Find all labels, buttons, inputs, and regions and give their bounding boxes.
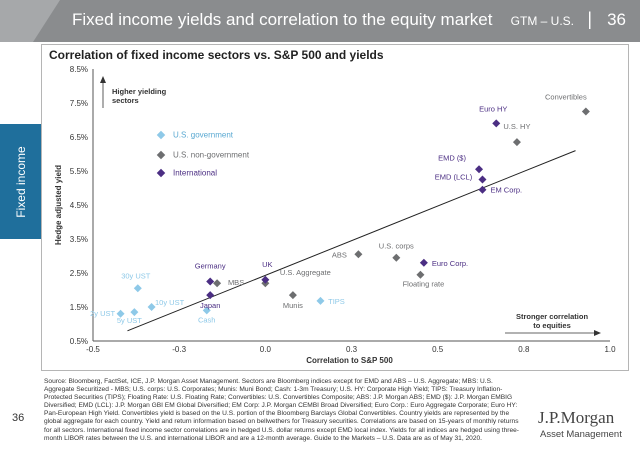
logo-subtitle: Asset Management [540,429,622,440]
point-label-30y-ust: 30y UST [121,271,151,280]
point-euro-corp [419,258,428,267]
point-label-munis: Munis [283,301,303,310]
legend-label-international: International [173,168,218,178]
legend-item-international: International [156,168,218,180]
page-title: Fixed income yields and correlation to t… [72,10,493,29]
point-2y-ust [116,309,125,318]
y-tick-label: 0.5% [70,337,88,346]
legend-label-us-government: U.S. government [173,130,234,140]
legend-item-us-non-government: U.S. non-government [156,150,250,162]
point-u-s-hy [512,138,521,147]
point-label-floating-rate: Floating rate [403,280,445,289]
y-axis-title: Hedge adjusted yield [54,165,63,245]
point-emd-lcl [478,175,487,184]
point-germany [206,277,215,286]
point-mbs [213,279,222,288]
x-tick-label: 0.3 [346,345,358,354]
legend-marker-international [156,168,166,178]
annotation-stronger-correlation: Stronger correlation [516,312,589,321]
point-euro-hy [492,119,501,128]
point-label-germany: Germany [195,262,226,271]
x-tick-label: -0.5 [86,345,100,354]
point-tips [316,296,325,305]
x-tick-label: 0.5 [432,345,444,354]
y-tick-label: 4.5% [70,201,88,210]
section-tab[interactable]: Fixed income [0,124,41,239]
point-10y-ust [147,303,156,311]
chart-axes: 0.5% 1.5% 2.5% 3.5% 4.5% 5.5% 6.5% 7.5% 8.5% -0.5… [54,65,616,365]
point-uk [261,275,270,284]
point-5y-ust [130,308,139,317]
legend-item-us-government: U.S. government [156,130,234,142]
x-tick-label: 0.8 [518,345,530,354]
point-label-euro-corp: Euro Corp. [432,259,468,268]
y-tick-label: 7.5% [70,99,88,108]
header-banner: Fixed income yields and correlation to t… [0,0,640,42]
y-tick-label: 8.5% [70,65,88,74]
point-convertibles [581,107,590,116]
header-page-number: 36 [607,10,626,29]
point-label-emd-lcl: EMD (LCL) [435,173,473,182]
point-emd [475,165,484,174]
trendline [127,150,576,332]
x-tick-label: 0.0 [260,345,272,354]
chart-panel [41,44,629,371]
jpmorgan-logo: J.P.Morgan [538,408,615,427]
point-label-japan: Japan [200,301,220,310]
point-munis [288,291,297,300]
chart-title: Correlation of fixed income sectors vs. … [49,48,384,62]
guide-label: GTM – U.S. [510,14,574,28]
annotation-stronger-correlation-2: to equities [533,321,571,330]
point-abs [354,250,363,259]
annotation-higher-yielding: Higher yielding [112,87,167,96]
point-label-emd: EMD ($) [438,153,466,162]
y-tick-label: 2.5% [70,269,88,278]
y-tick-label: 3.5% [70,235,88,244]
point-label-em-corp: EM Corp. [490,186,522,195]
point-label-euro-hy: Euro HY [479,104,507,113]
x-axis-title: Correlation to S&P 500 [306,356,393,365]
point-label-u-s-aggregate: U.S. Aggregate [280,268,331,277]
legend-marker-us-non-government [156,150,166,160]
up-arrow-head [100,76,106,83]
point-label-u-s-hy: U.S. HY [503,122,530,131]
point-em-corp [478,185,487,194]
point-label-uk: UK [262,260,272,269]
right-arrow-head [594,330,601,336]
x-tick-label: 1.0 [604,345,616,354]
point-japan [206,291,215,300]
point-label-mbs: MBS [228,278,244,287]
annotation-higher-yielding-2: sectors [112,96,139,105]
header-separator: | [587,9,592,29]
y-tick-label: 5.5% [70,167,88,176]
point-label-abs: ABS [332,250,347,259]
point-label-u-s-corps: U.S. corps [379,242,414,251]
point-label-convertibles: Convertibles [545,93,587,102]
legend-marker-us-government [156,130,166,140]
y-tick-label: 1.5% [70,303,88,312]
point-floating-rate [416,270,425,279]
point-u-s-corps [392,253,401,262]
point-label-5y-ust: 5y UST [117,316,142,325]
point-30y-ust [133,284,142,293]
point-label-2y-ust: 2y UST [90,309,115,318]
footer-page-number: 36 [12,412,25,424]
point-label-10y-ust: 10y UST [155,298,185,307]
y-tick-label: 6.5% [70,133,88,142]
point-label-cash: Cash [198,315,216,324]
legend-label-us-non-government: U.S. non-government [173,150,250,160]
x-tick-label: -0.3 [172,345,186,354]
point-label-tips: TIPS [328,297,345,306]
point-cash [202,306,211,315]
source-footnote: Source: Bloomberg, FactSet, ICE, J.P. Mo… [44,378,519,442]
